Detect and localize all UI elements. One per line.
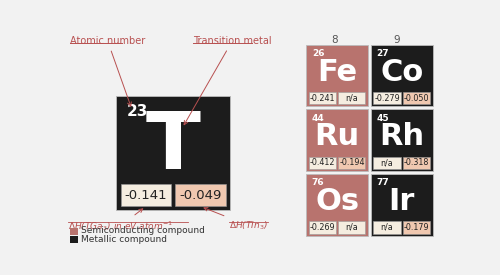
Text: Atomic number: Atomic number [70, 36, 145, 106]
Bar [403, 156, 430, 169]
Bar [176, 184, 226, 207]
Text: Transition metal: Transition metal [184, 36, 272, 125]
Text: -0.141: -0.141 [124, 189, 167, 202]
Bar [116, 96, 230, 210]
Bar [338, 156, 365, 169]
Text: 45: 45 [376, 114, 389, 123]
Text: n/a: n/a [380, 158, 394, 167]
Text: -0.412: -0.412 [310, 158, 335, 167]
Bar [306, 174, 368, 235]
Text: Rh: Rh [379, 122, 424, 152]
Text: -0.318: -0.318 [404, 158, 429, 167]
Text: -0.194: -0.194 [339, 158, 364, 167]
Text: Co: Co [380, 58, 424, 87]
Bar [338, 92, 365, 104]
Text: n/a: n/a [380, 223, 394, 232]
Text: Metallic compound: Metallic compound [80, 235, 166, 244]
Bar [371, 174, 432, 235]
Bar [70, 228, 78, 235]
Bar [306, 45, 368, 106]
Bar [371, 109, 432, 171]
Text: Semiconducting compound: Semiconducting compound [80, 226, 204, 235]
Text: -0.269: -0.269 [310, 223, 335, 232]
Text: 44: 44 [312, 114, 324, 123]
Bar [309, 221, 336, 233]
Text: -0.049: -0.049 [180, 189, 222, 202]
Bar [338, 221, 365, 233]
Text: n/a: n/a [346, 223, 358, 232]
Text: $\Delta H$(TIn$_3$): $\Delta H$(TIn$_3$) [204, 208, 268, 232]
Text: -0.279: -0.279 [374, 94, 400, 103]
Bar [374, 156, 400, 169]
Text: 77: 77 [376, 178, 390, 187]
Bar [403, 221, 430, 233]
Text: 26: 26 [312, 49, 324, 58]
Bar [120, 184, 171, 207]
Bar [371, 45, 432, 106]
Bar [70, 236, 78, 243]
Bar [374, 221, 400, 233]
Text: Fe: Fe [317, 58, 357, 87]
Bar [403, 92, 430, 104]
Text: -0.241: -0.241 [310, 94, 335, 103]
Bar [309, 156, 336, 169]
Text: Ir: Ir [388, 187, 415, 216]
Text: 27: 27 [376, 49, 389, 58]
Text: T: T [146, 108, 201, 186]
Bar [306, 109, 368, 171]
Bar [309, 92, 336, 104]
Text: -0.050: -0.050 [404, 94, 429, 103]
Text: 9: 9 [393, 35, 400, 45]
Text: n/a: n/a [346, 94, 358, 103]
Text: 8: 8 [332, 35, 338, 45]
Text: Ru: Ru [314, 122, 360, 152]
Text: -0.179: -0.179 [404, 223, 429, 232]
Text: Os: Os [315, 187, 359, 216]
Text: 23: 23 [126, 104, 148, 119]
Text: $\Delta H$(TGa$_3$) in eV atom$^{-1}$: $\Delta H$(TGa$_3$) in eV atom$^{-1}$ [68, 209, 172, 233]
Bar [374, 92, 400, 104]
Text: 76: 76 [312, 178, 324, 187]
